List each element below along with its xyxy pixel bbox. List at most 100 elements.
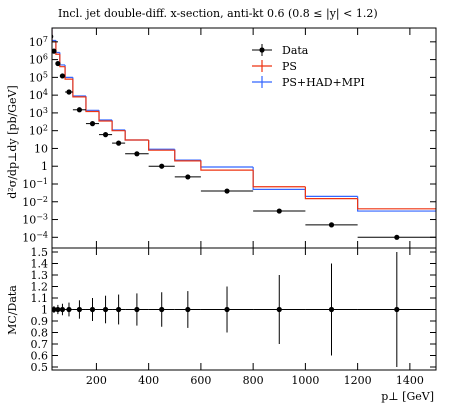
data-point xyxy=(328,222,335,228)
x-tick-label: 200 xyxy=(86,374,107,387)
ratio-point xyxy=(276,306,282,313)
y-tick-label-exponent: −4 xyxy=(36,230,48,239)
histogram-step xyxy=(124,129,149,141)
histogram-step xyxy=(111,119,126,131)
histogram-step xyxy=(98,110,113,121)
y-tick-label: 10 xyxy=(34,142,48,155)
histogram-step xyxy=(174,149,201,161)
histogram-step xyxy=(304,189,358,198)
x-tick-label: 600 xyxy=(190,374,211,387)
ratio-y-axis-label: MC/Data xyxy=(6,285,19,335)
y-tick-label: 104 xyxy=(29,88,48,102)
data-point xyxy=(116,140,122,146)
ratio-y-tick-label: 1.2 xyxy=(31,281,49,294)
y-tick-label-exponent: 7 xyxy=(43,35,48,44)
ratio-point xyxy=(394,306,400,313)
ratio-point xyxy=(328,306,335,313)
histogram-step xyxy=(72,79,86,98)
ratio-point xyxy=(224,306,230,313)
legend: Data PS PS+HAD+MPI xyxy=(252,44,365,89)
y-tick-label: 105 xyxy=(29,70,48,84)
x-axis-label: p⊥ [GeV] xyxy=(381,390,434,403)
histogram-step xyxy=(174,150,201,162)
histogram-step xyxy=(111,121,126,132)
y-tick-label-exponent: −3 xyxy=(36,213,48,222)
y-tick-label: 1 xyxy=(41,160,48,173)
y-tick-label-exponent: 3 xyxy=(43,106,48,115)
ratio-point xyxy=(102,306,109,313)
y-tick-label-base: 10 xyxy=(22,231,36,244)
y-tick-label: 10−4 xyxy=(22,230,48,244)
histogram-step xyxy=(85,95,100,111)
histogram-step xyxy=(252,167,306,190)
histogram-step xyxy=(55,41,60,55)
y-tick-label-exponent: −1 xyxy=(36,177,48,186)
legend-label: PS xyxy=(282,60,297,73)
histogram-step xyxy=(85,96,100,113)
histogram-step xyxy=(64,66,73,80)
ratio-point xyxy=(116,306,122,313)
y-tick-label: 103 xyxy=(29,106,48,120)
main-plot xyxy=(52,28,436,240)
histogram-step xyxy=(200,160,254,171)
ratio-point xyxy=(76,306,83,313)
y-tick-label-exponent: 6 xyxy=(43,53,48,62)
ratio-point xyxy=(66,306,72,313)
y-tick-label-exponent: −2 xyxy=(36,195,48,204)
data-point xyxy=(55,60,61,67)
y-tick-label-base: 10 xyxy=(22,178,36,191)
ratio-y-tick-label: 1 xyxy=(41,304,48,317)
ratio-frame xyxy=(51,247,437,371)
histogram-step xyxy=(59,52,66,66)
data-point xyxy=(102,132,109,138)
ratio-y-tick-label: 1.4 xyxy=(31,258,49,271)
ratio-y-tick-label: 1.5 xyxy=(31,246,49,259)
histogram-step xyxy=(148,139,175,150)
histogram-step xyxy=(52,28,56,42)
histogram-step xyxy=(59,54,66,68)
ratio-y-tick-label: 0.9 xyxy=(31,315,49,328)
histogram-step xyxy=(98,111,113,122)
legend-label: Data xyxy=(282,44,309,57)
axes: 10−410−310−210−11101021031041051061070.5… xyxy=(22,28,436,387)
ratio-y-tick-label: 0.6 xyxy=(31,350,49,363)
y-tick-label-exponent: 2 xyxy=(43,124,48,133)
ratio-y-tick-label: 1.3 xyxy=(31,269,49,282)
ratio-y-tick-label: 0.8 xyxy=(31,327,49,340)
histogram-step xyxy=(252,170,306,188)
ratio-point xyxy=(59,306,66,313)
y-tick-label: 107 xyxy=(29,35,48,49)
legend-label: PS+HAD+MPI xyxy=(282,76,365,89)
y-tick-label: 10−1 xyxy=(22,177,48,191)
ratio-point xyxy=(159,306,165,313)
y-tick-label-exponent: 5 xyxy=(43,70,48,79)
data-point xyxy=(159,163,165,169)
ratio-y-tick-label: 1.1 xyxy=(31,292,49,305)
ratio-plot xyxy=(52,252,436,367)
histogram-step xyxy=(304,186,358,200)
y-tick-label-base: 10 xyxy=(22,214,36,227)
y-tick-label-base: 10 xyxy=(29,36,43,49)
ratio-point xyxy=(134,306,140,313)
y-tick-label: 10−3 xyxy=(22,213,48,227)
ratio-y-tick-label: 0.5 xyxy=(31,361,49,374)
histogram-step xyxy=(357,198,436,210)
y-tick-label-base: 10 xyxy=(22,196,36,209)
histogram-step xyxy=(64,64,73,78)
y-tick-label-base: 10 xyxy=(29,107,43,120)
data-point xyxy=(52,48,57,54)
y-axis-label: d²σ/dp⊥dy [pb/GeV] xyxy=(6,85,19,198)
histogram-step xyxy=(148,139,175,151)
y-tick-label: 10−2 xyxy=(22,195,48,209)
y-tick-label-base: 10 xyxy=(29,54,43,67)
ratio-point xyxy=(89,306,96,313)
data-point xyxy=(224,188,230,194)
y-tick-label-base: 10 xyxy=(29,89,43,102)
x-tick-label: 1400 xyxy=(396,374,424,387)
chart-title: Incl. jet double-diff. x-section, anti-k… xyxy=(58,7,378,21)
data-point xyxy=(185,174,191,180)
data-point xyxy=(134,151,140,157)
y-tick-label-base: 10 xyxy=(29,125,43,138)
y-tick-label-exponent: 4 xyxy=(43,88,48,97)
